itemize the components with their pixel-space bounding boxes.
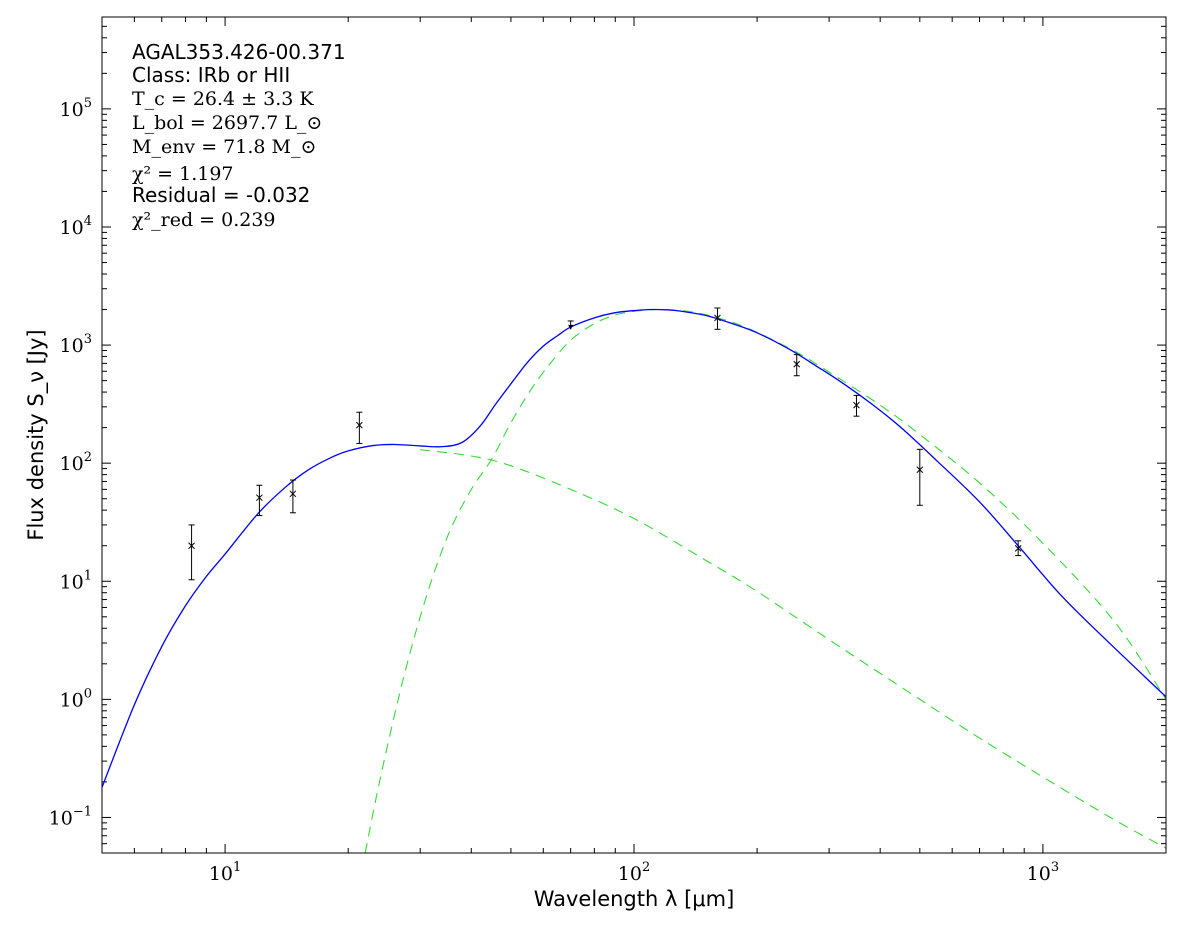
data-point [289,479,297,514]
data-point [188,524,195,581]
annotation-chi2: χ² = 1.197 [132,163,234,185]
annotation-chi2-red: χ²_red = 0.239 [132,209,276,231]
annotation-residual: Residual = -0.032 [132,183,310,207]
annotation-lbol: L_bol = 2697.7 L_⊙ [132,112,322,134]
data-point [1014,540,1022,557]
y-tick-label: 105 [60,96,92,121]
data-points [188,307,1022,581]
hot-component-curve [420,449,1166,849]
data-point [714,307,721,330]
x-tick-label: 103 [1027,860,1059,885]
annotation-class: Class: IRb or HII [132,63,290,87]
cold-envelope-component-curve [364,308,1166,853]
data-point [853,394,860,417]
annotation-source: AGAL353.426-00.371 [132,40,346,64]
y-tick-label: 100 [60,686,92,711]
plot-frame [101,16,1167,854]
y-tick-label: 102 [60,450,92,475]
y-tick-label: 104 [60,214,92,239]
upper-limit-point [567,320,574,330]
y-tick-label: 10−1 [49,804,92,829]
annotation-tc: T_c = 26.4 ± 3.3 K [132,88,314,110]
total-fit-curve [102,308,1166,788]
fit-curves [102,308,1166,853]
y-tick-label: 101 [60,568,92,593]
x-tick-label: 101 [209,860,241,885]
data-point [356,411,363,444]
y-tick-label: 103 [60,332,92,357]
y-axis-title: Flux density S_ν [Jy] [24,329,49,540]
data-point [793,354,801,377]
data-point [916,448,924,506]
annotation-menv: M_env = 71.8 M_⊙ [132,136,316,158]
data-point [256,484,263,517]
tick-marks [101,16,1167,854]
x-tick-label: 102 [618,860,650,885]
x-axis-title: Wavelength λ [μm] [534,887,735,911]
tick-labels: 101 102 103 10−1 100 101 102 103 104 105 [49,96,1060,885]
fit-annotations: AGAL353.426-00.371 Class: IRb or HII T_c… [132,40,346,231]
